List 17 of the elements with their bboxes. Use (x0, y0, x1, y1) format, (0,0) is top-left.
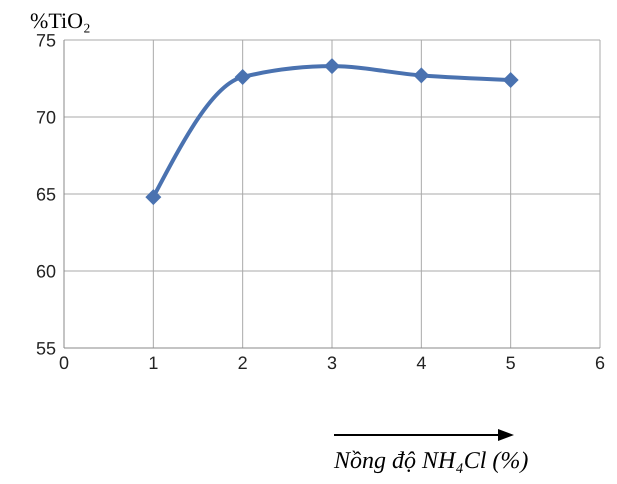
x-tick-label: 5 (506, 352, 516, 373)
x-tick-label: 6 (594, 352, 606, 373)
point (145, 189, 162, 206)
point (502, 72, 519, 88)
point (413, 67, 430, 84)
x-tick-label: 3 (326, 352, 338, 373)
x-tick-label: 1 (148, 352, 158, 373)
y-tick-label: 65 (36, 184, 56, 204)
x-axis-title: Nồng độ NH₄Cl (%) (334, 448, 528, 475)
point (324, 58, 340, 74)
y-tick-label: 55 (36, 338, 56, 358)
point (234, 68, 251, 85)
x-tick-label: 4 (416, 352, 426, 373)
x-tick-label: 2 (238, 352, 248, 373)
x-tick-label: 0 (58, 352, 70, 373)
y-tick-label: 60 (36, 261, 56, 282)
y-tick-label: 70 (36, 107, 56, 128)
